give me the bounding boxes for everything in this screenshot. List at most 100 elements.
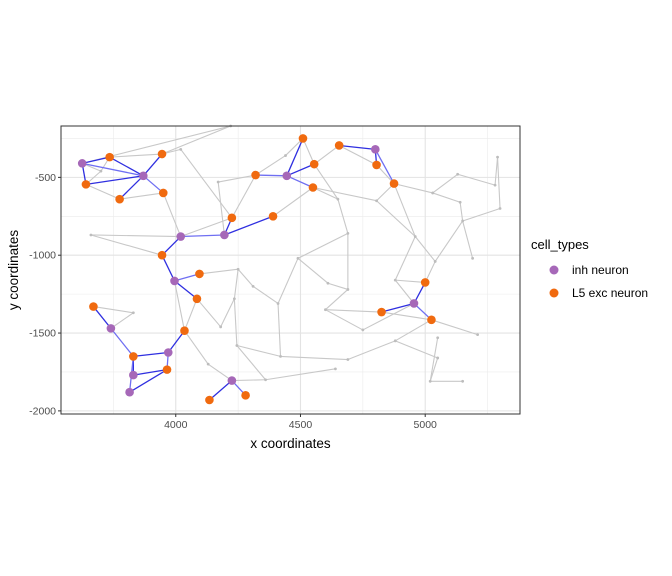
point-l5-exc-neuron bbox=[268, 211, 278, 221]
highlight-edge bbox=[161, 236, 182, 256]
background-node bbox=[493, 183, 497, 187]
point-l5-exc-neuron bbox=[309, 159, 319, 169]
highlight-edge bbox=[82, 156, 110, 164]
background-edge bbox=[395, 279, 426, 284]
background-edge bbox=[90, 234, 163, 256]
background-node bbox=[324, 308, 327, 312]
background-node bbox=[431, 191, 435, 195]
background-edge bbox=[312, 186, 377, 202]
point-l5-exc-neuron bbox=[115, 194, 124, 204]
background-node bbox=[284, 154, 287, 157]
background-edge bbox=[265, 368, 336, 381]
point-l5-exc-neuron bbox=[427, 315, 436, 325]
background-edge bbox=[297, 232, 349, 259]
highlight-edge bbox=[209, 380, 233, 401]
background-edge bbox=[110, 312, 134, 329]
highlight-edge bbox=[167, 330, 186, 353]
highlight-edge bbox=[110, 327, 134, 357]
major-gridlines bbox=[61, 126, 520, 414]
background-edge bbox=[280, 355, 348, 361]
highlight-edge bbox=[161, 254, 176, 282]
background-node bbox=[361, 328, 365, 332]
background-edge bbox=[109, 153, 163, 158]
background-edge bbox=[457, 173, 496, 186]
background-edge bbox=[199, 268, 239, 275]
highlight-edge bbox=[381, 302, 415, 313]
background-edges bbox=[81, 125, 501, 382]
background-edge bbox=[183, 298, 198, 331]
panel-background bbox=[61, 126, 520, 414]
background-edge bbox=[217, 181, 225, 236]
background-edge bbox=[237, 268, 254, 287]
highlight-edge bbox=[109, 156, 144, 177]
background-node bbox=[235, 344, 239, 347]
point-inh-neuron bbox=[371, 145, 380, 154]
point-l5-exc-neuron bbox=[377, 307, 386, 317]
background-edge bbox=[393, 183, 416, 237]
highlight-edge bbox=[142, 175, 164, 194]
background-edge bbox=[313, 145, 340, 165]
y-axis-ticks: -2000 -1500 -1000 -500 bbox=[29, 172, 61, 417]
background-edge bbox=[429, 337, 439, 382]
background-node bbox=[393, 339, 397, 343]
background-node bbox=[219, 325, 223, 329]
highlight-edge bbox=[92, 306, 112, 329]
y-axis-title: y coordinates bbox=[6, 230, 21, 311]
background-node bbox=[232, 297, 236, 301]
background-edge bbox=[376, 200, 416, 237]
highlight-edge bbox=[133, 351, 169, 358]
background-node bbox=[346, 358, 350, 361]
legend-key-l5-exc-neuron bbox=[549, 288, 559, 298]
background-edge bbox=[459, 202, 464, 222]
point-l5-exc-neuron bbox=[334, 141, 344, 150]
background-edge bbox=[431, 319, 478, 336]
x-tick-label: 4500 bbox=[289, 419, 313, 431]
background-node bbox=[375, 199, 378, 203]
highlight-edge bbox=[180, 234, 225, 238]
point-l5-exc-neuron bbox=[81, 180, 91, 189]
background-edge bbox=[462, 207, 501, 222]
background-node bbox=[334, 367, 337, 371]
background-edge bbox=[231, 379, 266, 382]
background-node bbox=[393, 278, 397, 282]
background-node bbox=[458, 200, 462, 204]
point-l5-exc-neuron bbox=[298, 134, 308, 143]
background-edge bbox=[362, 302, 415, 331]
x-tick-label: 4000 bbox=[164, 419, 188, 431]
legend-title: cell_types bbox=[531, 237, 589, 252]
background-node bbox=[413, 235, 417, 238]
y-tick-label: -2000 bbox=[29, 405, 56, 417]
point-inh-neuron bbox=[227, 376, 237, 385]
highlight-edge bbox=[255, 174, 287, 177]
background-node bbox=[433, 260, 437, 263]
background-node bbox=[264, 378, 267, 382]
background-edge bbox=[119, 192, 164, 200]
background-edge bbox=[173, 280, 186, 331]
point-l5-exc-neuron bbox=[308, 183, 318, 192]
highlight-edge bbox=[224, 215, 274, 236]
background-node bbox=[99, 169, 103, 173]
background-node bbox=[456, 172, 460, 176]
background-edge bbox=[325, 309, 382, 313]
background-node bbox=[276, 302, 280, 305]
background-node bbox=[436, 356, 440, 360]
background-node bbox=[89, 233, 93, 237]
background-edge bbox=[337, 199, 349, 234]
legend: cell_types inh neuron L5 exc neuron bbox=[531, 237, 648, 300]
highlight-edge bbox=[374, 149, 395, 184]
background-edge bbox=[395, 340, 438, 359]
background-node bbox=[428, 379, 432, 383]
x-tick-label: 5000 bbox=[414, 419, 438, 431]
background-node bbox=[461, 379, 465, 383]
background-edge bbox=[302, 138, 315, 165]
highlight-edge bbox=[286, 175, 314, 189]
point-l5-exc-neuron bbox=[192, 294, 202, 304]
background-edge bbox=[297, 257, 329, 284]
data-points bbox=[77, 134, 436, 405]
point-inh-neuron bbox=[176, 232, 186, 241]
highlight-edge bbox=[174, 280, 198, 300]
background-edge bbox=[325, 309, 364, 331]
background-edge bbox=[277, 303, 282, 357]
background-edge bbox=[494, 157, 499, 186]
background-edge bbox=[381, 311, 432, 321]
